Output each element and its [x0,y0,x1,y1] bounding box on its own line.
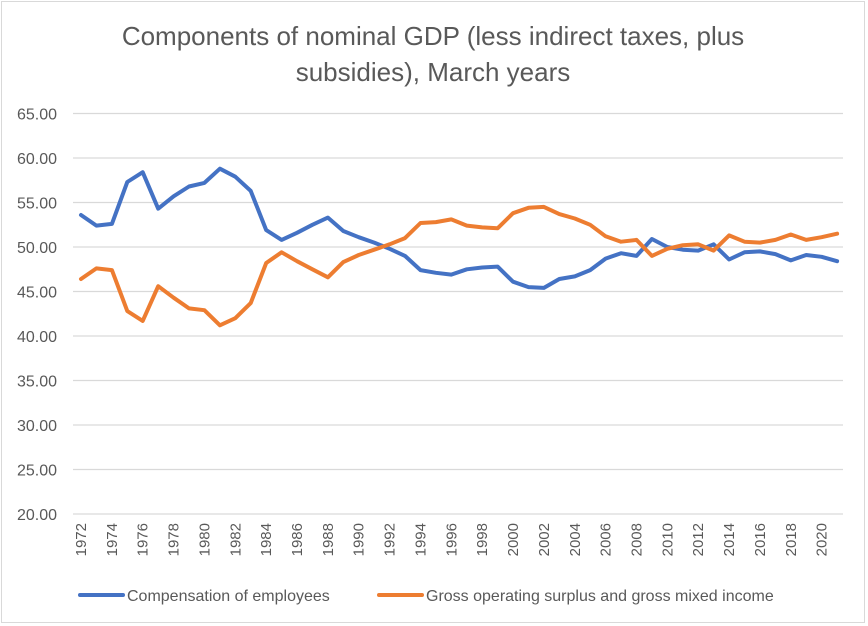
legend: Compensation of employees Gross operatin… [78,588,774,605]
x-tick-label: 2008 [628,523,645,556]
y-tick-label: 20.00 [17,507,57,524]
chart-title: Components of nominal GDP (less indirect… [0,18,866,90]
x-tick-label: 2002 [536,523,553,556]
series-lines [79,166,840,328]
x-tick-label: 1994 [412,523,429,556]
y-tick-label: 35.00 [17,374,57,391]
series-line-gross-operating-surplus [79,204,840,328]
gridlines [73,112,843,515]
x-tick-label: 1990 [351,523,368,556]
x-tick-label: 1978 [166,523,183,556]
x-tick-label: 1982 [227,523,244,556]
x-tick-label: 2020 [814,523,831,556]
x-tick-label: 1998 [474,523,491,556]
legend-item-compensation[interactable]: Compensation of employees [78,588,330,605]
x-tick-label: 2006 [598,523,615,556]
y-tick-label: 50.00 [17,240,57,257]
y-tick-label: 65.00 [17,107,57,124]
x-tick-label: 1972 [73,523,90,556]
y-axis-ticks: 20.00 25.00 30.00 35.00 40.00 45.00 50.00 55.00… [17,107,57,525]
x-tick-label: 2004 [567,523,584,556]
x-tick-label: 1984 [258,523,275,556]
x-tick-label: 1974 [104,523,121,556]
x-tick-label: 2016 [752,523,769,556]
x-tick-label: 2010 [659,523,676,556]
y-tick-label: 25.00 [17,463,57,480]
series-line-compensation [79,166,840,290]
legend-label-gross-operating-surplus: Gross operating surplus and gross mixed … [426,588,774,605]
x-tick-label: 1996 [443,523,460,556]
legend-label-compensation: Compensation of employees [127,588,330,605]
x-tick-label: 1992 [382,523,399,556]
x-tick-label: 2018 [783,523,800,556]
y-tick-label: 60.00 [17,151,57,168]
x-tick-label: 1988 [320,523,337,556]
x-tick-label: 2014 [721,523,738,556]
y-tick-label: 55.00 [17,196,57,213]
y-tick-label: 40.00 [17,329,57,346]
x-tick-label: 2000 [505,523,522,556]
x-tick-label: 1986 [289,523,306,556]
x-tick-label: 1980 [196,523,213,556]
legend-item-gross-operating-surplus[interactable]: Gross operating surplus and gross mixed … [377,588,774,605]
y-tick-label: 30.00 [17,418,57,435]
y-tick-label: 45.00 [17,285,57,302]
x-tick-label: 1976 [135,523,152,556]
x-axis-ticks: 1972 1974 1976 1978 1980 1982 1984 1986 1988 1990… [73,523,831,556]
x-tick-label: 2012 [690,523,707,556]
chart-title-line-1: Components of nominal GDP (less indirect… [121,21,745,51]
chart-title-line-2: subsidies), March years [295,57,571,87]
